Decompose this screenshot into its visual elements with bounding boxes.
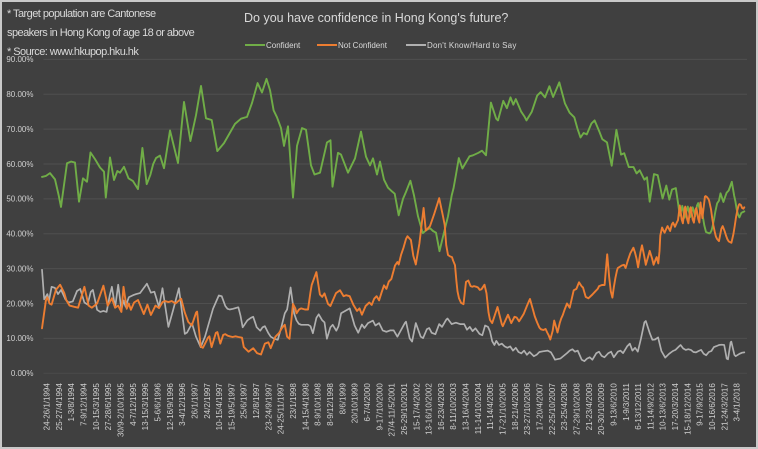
svg-text:30.00%: 30.00% (6, 264, 33, 273)
svg-text:24-26/1/1994: 24-26/1/1994 (43, 383, 52, 431)
svg-text:90.00%: 90.00% (6, 55, 33, 64)
svg-text:4-7/12/1995: 4-7/12/1995 (129, 383, 138, 426)
svg-text:27/4-11/5/2001: 27/4-11/5/2001 (388, 383, 397, 437)
svg-text:11-14/4/2005: 11-14/4/2005 (486, 383, 495, 430)
svg-text:22-25/10/2007: 22-25/10/2007 (548, 383, 557, 435)
svg-text:26-29/10/2001: 26-29/10/2001 (400, 383, 409, 435)
svg-text:10.00%: 10.00% (6, 334, 33, 343)
svg-text:23-25/4/2008: 23-25/4/2008 (560, 383, 569, 431)
svg-text:10-13/6/2013: 10-13/6/2013 (659, 383, 668, 431)
svg-text:16-23/4/2003: 16-23/4/2003 (437, 383, 446, 431)
svg-text:5-6/6/1996: 5-6/6/1996 (153, 383, 162, 422)
svg-text:50.00%: 50.00% (6, 195, 33, 204)
svg-text:7-9/12/1994: 7-9/12/1994 (80, 383, 89, 426)
svg-text:70.00%: 70.00% (6, 125, 33, 134)
svg-text:60.00%: 60.00% (6, 160, 33, 169)
svg-text:17-20/4/2007: 17-20/4/2007 (536, 383, 545, 431)
svg-text:9-17/9/2015: 9-17/9/2015 (696, 383, 705, 426)
svg-text:14-15/4/1998: 14-15/4/1998 (301, 383, 310, 431)
svg-text:25-27/4/1994: 25-27/4/1994 (55, 383, 64, 431)
svg-text:6-13/12/2011: 6-13/12/2011 (634, 383, 643, 430)
svg-text:15-19/5/1997: 15-19/5/1997 (227, 383, 236, 431)
svg-text:21-23/4/2009: 21-23/4/2009 (585, 383, 594, 431)
svg-text:23-24/9/1997: 23-24/9/1997 (264, 383, 273, 431)
svg-text:23/1/1998: 23/1/1998 (289, 383, 298, 419)
svg-text:12-16/9/1996: 12-16/9/1996 (166, 383, 175, 431)
svg-text:80.00%: 80.00% (6, 90, 33, 99)
svg-text:20/10/1999: 20/10/1999 (351, 383, 360, 424)
svg-text:24-25/11/1997: 24-25/11/1997 (277, 383, 286, 435)
svg-text:18-21/4/2006: 18-21/4/2006 (511, 383, 520, 431)
svg-text:9-17/10/2000: 9-17/10/2000 (375, 383, 384, 431)
svg-text:8-9/10/1998: 8-9/10/1998 (314, 383, 323, 426)
svg-text:30/9-2/10/1995: 30/9-2/10/1995 (117, 383, 126, 437)
svg-text:9-13/6/2010: 9-13/6/2010 (609, 383, 618, 426)
svg-text:8/6/1999: 8/6/1999 (338, 383, 347, 415)
svg-text:17-20/3/2014: 17-20/3/2014 (671, 383, 680, 431)
svg-text:21-24/3/2017: 21-24/3/2017 (720, 383, 729, 431)
svg-text:27-28/6/1995: 27-28/6/1995 (104, 383, 113, 431)
svg-text:25/6/1997: 25/6/1997 (240, 383, 249, 419)
svg-text:10-15/4/1997: 10-15/4/1997 (215, 383, 224, 431)
svg-text:1-9/3/2011: 1-9/3/2011 (622, 383, 631, 421)
svg-text:20.00%: 20.00% (6, 299, 33, 308)
svg-text:27-29/10/2008: 27-29/10/2008 (572, 383, 581, 435)
svg-text:26/1/1997: 26/1/1997 (190, 383, 199, 419)
svg-text:6-7/4/2000: 6-7/4/2000 (363, 383, 372, 422)
svg-text:13-16/10/2002: 13-16/10/2002 (425, 383, 434, 435)
svg-text:12/8/1997: 12/8/1997 (252, 383, 261, 419)
svg-text:0.00%: 0.00% (11, 369, 34, 378)
svg-text:11-14/9/2012: 11-14/9/2012 (646, 383, 655, 430)
svg-text:3-4/12/1996: 3-4/12/1996 (178, 383, 187, 426)
svg-text:17-21/10/2005: 17-21/10/2005 (499, 383, 508, 435)
svg-text:3-4/1/2018: 3-4/1/2018 (733, 383, 742, 422)
svg-text:15-17/4/2002: 15-17/4/2002 (412, 383, 421, 431)
svg-text:24/2/1997: 24/2/1997 (203, 383, 212, 419)
svg-text:10-16/6/2016: 10-16/6/2016 (708, 383, 717, 431)
svg-text:13-16/4/2004: 13-16/4/2004 (462, 383, 471, 431)
svg-text:1-3/8/1994: 1-3/8/1994 (67, 383, 76, 422)
svg-text:40.00%: 40.00% (6, 230, 33, 239)
svg-text:13-15/3/1996: 13-15/3/1996 (141, 383, 150, 431)
svg-text:8-9/12/1998: 8-9/12/1998 (326, 383, 335, 426)
svg-text:10-15/3/1995: 10-15/3/1995 (92, 383, 101, 431)
svg-text:15-18/12/2014: 15-18/12/2014 (683, 383, 692, 435)
svg-text:8-11/10/2003: 8-11/10/2003 (449, 383, 458, 430)
svg-text:11-14/10/2004: 11-14/10/2004 (474, 383, 483, 435)
svg-text:20-30/10/2009: 20-30/10/2009 (597, 383, 606, 435)
svg-text:23-27/10/2006: 23-27/10/2006 (523, 383, 532, 435)
